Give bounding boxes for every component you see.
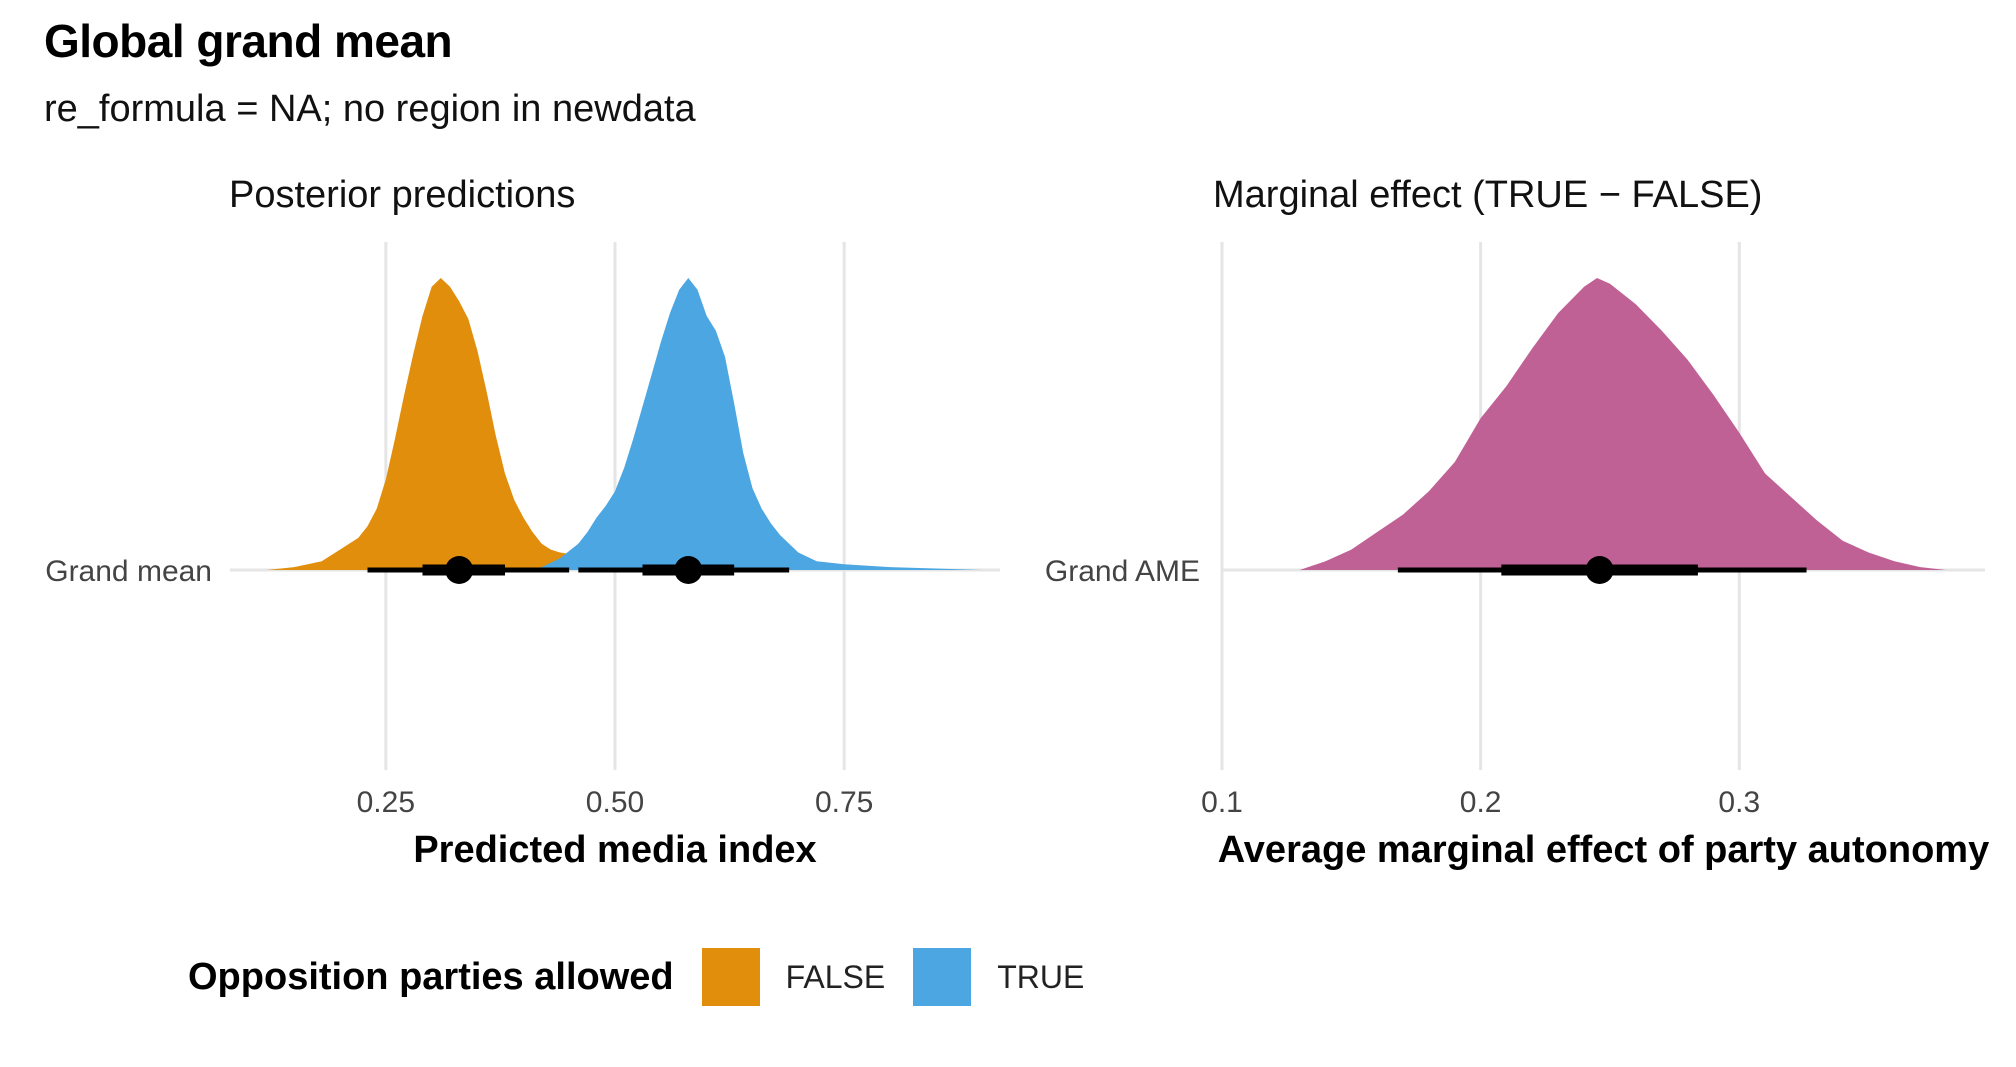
legend-key-false [701, 948, 760, 1006]
legend-label-true: TRUE [997, 958, 1085, 995]
legend-label-false: FALSE [785, 958, 886, 995]
x-tick-label: 0.50 [586, 786, 644, 819]
x-tick-label: 0.3 [1718, 786, 1760, 819]
panel-marginal-effect: Grand AME 0.1 0.2 0.3 Average marginal effec… [1045, 242, 1989, 871]
x-axis-title: Average marginal effect of party autonom… [1218, 829, 1989, 871]
panel-predictions: Grand mean 0.25 0.50 0.75 Predicted media in… [45, 242, 1000, 871]
x-tick-label: 0.25 [357, 786, 415, 819]
x-axis-title: Predicted media index [413, 829, 816, 871]
median-point-true [674, 556, 703, 584]
x-tick-label: 0.75 [815, 786, 873, 819]
density-ame [1247, 278, 1947, 570]
median-point-false [445, 556, 474, 584]
chart-subtitle: re_formula = NA; no region in newdata [44, 88, 696, 130]
panel-title-marginal-effect: Marginal effect (TRUE − FALSE) [1213, 174, 1763, 216]
y-tick-label: Grand AME [1045, 555, 1200, 588]
chart-title: Global grand mean [44, 15, 453, 67]
legend-title: Opposition parties allowed [188, 955, 674, 998]
x-tick-label: 0.1 [1201, 786, 1243, 819]
density-true [523, 278, 982, 570]
density-false [266, 278, 689, 570]
median-point-ame [1585, 556, 1614, 584]
legend-key-true [913, 948, 972, 1006]
panel-title-predictions: Posterior predictions [229, 174, 576, 216]
x-tick-label: 0.2 [1460, 786, 1502, 819]
y-tick-label: Grand mean [45, 555, 212, 588]
legend: Opposition parties allowed FALSE TRUE [188, 945, 1112, 1009]
